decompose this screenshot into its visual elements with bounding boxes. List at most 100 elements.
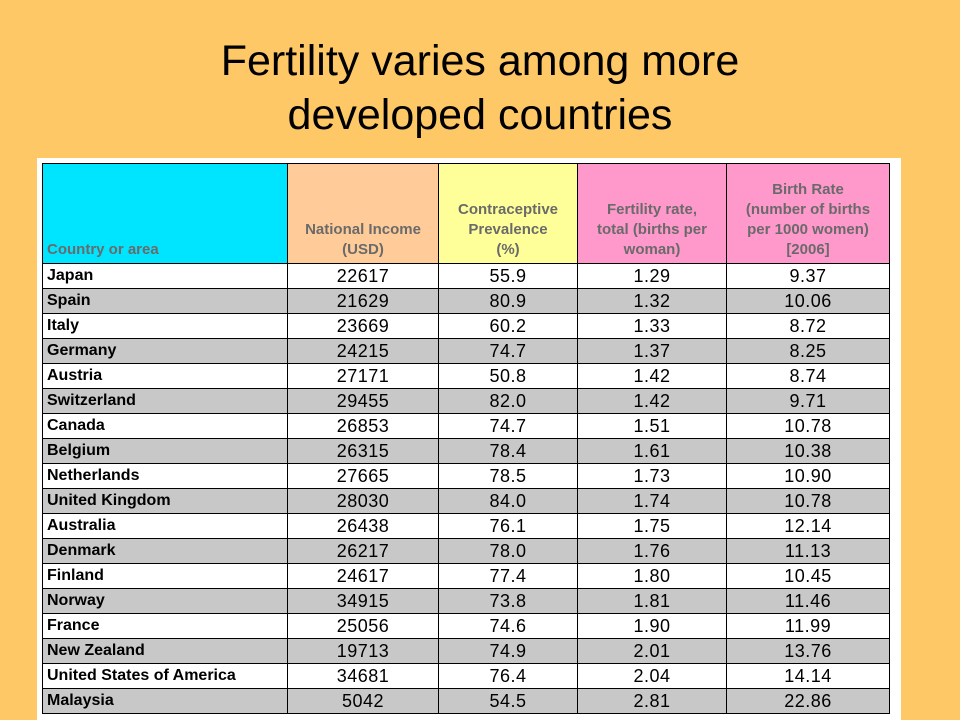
country-cell: Netherlands bbox=[42, 463, 288, 489]
fertility-rate-cell: 1.29 bbox=[577, 263, 727, 289]
table-row: Canada 26853 74.7 1.51 10.78 bbox=[42, 413, 890, 439]
fertility-rate-cell: 1.76 bbox=[577, 538, 727, 564]
header-national-income: National Income (USD) bbox=[287, 163, 439, 264]
table-row: Finland 24617 77.4 1.80 10.45 bbox=[42, 563, 890, 589]
header-contraceptive-prevalence-line: (%) bbox=[496, 241, 520, 258]
table-row: Australia 26438 76.1 1.75 12.14 bbox=[42, 513, 890, 539]
contraceptive-prevalence-cell: 74.6 bbox=[438, 613, 578, 639]
national-income-cell: 24215 bbox=[287, 338, 439, 364]
national-income-cell: 26438 bbox=[287, 513, 439, 539]
fertility-rate-cell: 2.81 bbox=[577, 688, 727, 714]
birth-rate-cell: 10.38 bbox=[726, 438, 890, 464]
header-national-income-line: (USD) bbox=[342, 241, 384, 258]
national-income-cell: 24617 bbox=[287, 563, 439, 589]
national-income-cell: 26315 bbox=[287, 438, 439, 464]
header-birth-rate: Birth Rate (number of births per 1000 wome… bbox=[726, 163, 890, 264]
contraceptive-prevalence-cell: 74.7 bbox=[438, 413, 578, 439]
country-cell: United Kingdom bbox=[42, 488, 288, 514]
fertility-rate-cell: 2.04 bbox=[577, 663, 727, 689]
table-row: Netherlands 27665 78.5 1.73 10.90 bbox=[42, 463, 890, 489]
national-income-cell: 28030 bbox=[287, 488, 439, 514]
header-birth-rate-line: Birth Rate bbox=[772, 181, 844, 198]
fertility-rate-cell: 1.42 bbox=[577, 363, 727, 389]
national-income-cell: 23669 bbox=[287, 313, 439, 339]
national-income-cell: 26853 bbox=[287, 413, 439, 439]
contraceptive-prevalence-cell: 84.0 bbox=[438, 488, 578, 514]
contraceptive-prevalence-cell: 78.0 bbox=[438, 538, 578, 564]
contraceptive-prevalence-cell: 73.8 bbox=[438, 588, 578, 614]
birth-rate-cell: 8.72 bbox=[726, 313, 890, 339]
birth-rate-cell: 10.90 bbox=[726, 463, 890, 489]
table-row: Japan 22617 55.9 1.29 9.37 bbox=[42, 263, 890, 289]
birth-rate-cell: 10.78 bbox=[726, 413, 890, 439]
table-header-row: Country or area National Income (USD) Contr… bbox=[42, 163, 890, 264]
national-income-cell: 34681 bbox=[287, 663, 439, 689]
table-row: France 25056 74.6 1.90 11.99 bbox=[42, 613, 890, 639]
country-cell: Spain bbox=[42, 288, 288, 314]
header-fertility-rate-line: woman) bbox=[623, 241, 681, 258]
national-income-cell: 25056 bbox=[287, 613, 439, 639]
header-birth-rate-line: (number of births bbox=[745, 201, 871, 218]
birth-rate-cell: 8.74 bbox=[726, 363, 890, 389]
header-birth-rate-line: [2006] bbox=[786, 241, 830, 258]
fertility-rate-cell: 1.90 bbox=[577, 613, 727, 639]
country-cell: Australia bbox=[42, 513, 288, 539]
fertility-rate-cell: 1.74 bbox=[577, 488, 727, 514]
slide-title: Fertility varies among more developed co… bbox=[0, 34, 960, 142]
table-row: Denmark 26217 78.0 1.76 11.13 bbox=[42, 538, 890, 564]
table-row: Switzerland 29455 82.0 1.42 9.71 bbox=[42, 388, 890, 414]
contraceptive-prevalence-cell: 76.4 bbox=[438, 663, 578, 689]
national-income-cell: 22617 bbox=[287, 263, 439, 289]
country-cell: Germany bbox=[42, 338, 288, 364]
birth-rate-cell: 11.99 bbox=[726, 613, 890, 639]
header-national-income-line: National Income bbox=[305, 221, 421, 238]
header-country: Country or area bbox=[42, 163, 288, 264]
contraceptive-prevalence-cell: 78.5 bbox=[438, 463, 578, 489]
header-contraceptive-prevalence-line: Contraceptive bbox=[457, 201, 559, 218]
fertility-table: Country or area National Income (USD) Contr… bbox=[42, 163, 890, 714]
birth-rate-cell: 22.86 bbox=[726, 688, 890, 714]
contraceptive-prevalence-cell: 60.2 bbox=[438, 313, 578, 339]
birth-rate-cell: 11.46 bbox=[726, 588, 890, 614]
slide-title-line-1: Fertility varies among more bbox=[220, 37, 740, 85]
fertility-rate-cell: 1.80 bbox=[577, 563, 727, 589]
contraceptive-prevalence-cell: 55.9 bbox=[438, 263, 578, 289]
birth-rate-cell: 12.14 bbox=[726, 513, 890, 539]
national-income-cell: 26217 bbox=[287, 538, 439, 564]
contraceptive-prevalence-cell: 82.0 bbox=[438, 388, 578, 414]
table-row: United States of America 34681 76.4 2.04 14.… bbox=[42, 663, 890, 689]
country-cell: Italy bbox=[42, 313, 288, 339]
national-income-cell: 34915 bbox=[287, 588, 439, 614]
table-row: Belgium 26315 78.4 1.61 10.38 bbox=[42, 438, 890, 464]
birth-rate-cell: 11.13 bbox=[726, 538, 890, 564]
fertility-rate-cell: 1.61 bbox=[577, 438, 727, 464]
table-body: Japan 22617 55.9 1.29 9.37 Spain 21629 80.9 1.32… bbox=[42, 263, 890, 714]
national-income-cell: 27171 bbox=[287, 363, 439, 389]
national-income-cell: 19713 bbox=[287, 638, 439, 664]
birth-rate-cell: 14.14 bbox=[726, 663, 890, 689]
fertility-rate-cell: 1.81 bbox=[577, 588, 727, 614]
header-fertility-rate: Fertility rate, total (births per woman) bbox=[577, 163, 727, 264]
contraceptive-prevalence-cell: 54.5 bbox=[438, 688, 578, 714]
table-row: New Zealand 19713 74.9 2.01 13.76 bbox=[42, 638, 890, 664]
contraceptive-prevalence-cell: 76.1 bbox=[438, 513, 578, 539]
country-cell: Austria bbox=[42, 363, 288, 389]
birth-rate-cell: 9.37 bbox=[726, 263, 890, 289]
country-cell: Canada bbox=[42, 413, 288, 439]
country-cell: United States of America bbox=[42, 663, 288, 689]
country-cell: Denmark bbox=[42, 538, 288, 564]
birth-rate-cell: 8.25 bbox=[726, 338, 890, 364]
table-row: Austria 27171 50.8 1.42 8.74 bbox=[42, 363, 890, 389]
country-cell: New Zealand bbox=[42, 638, 288, 664]
table-row: Norway 34915 73.8 1.81 11.46 bbox=[42, 588, 890, 614]
header-country-line: Country or area bbox=[47, 241, 159, 258]
table-row: Germany 24215 74.7 1.37 8.25 bbox=[42, 338, 890, 364]
fertility-rate-cell: 1.51 bbox=[577, 413, 727, 439]
header-contraceptive-prevalence: Contraceptive Prevalence (%) bbox=[438, 163, 578, 264]
country-cell: France bbox=[42, 613, 288, 639]
fertility-rate-cell: 1.37 bbox=[577, 338, 727, 364]
slide-title-line-2: developed countries bbox=[287, 91, 673, 139]
table-row: United Kingdom 28030 84.0 1.74 10.78 bbox=[42, 488, 890, 514]
fertility-table-frame: Country or area National Income (USD) Contr… bbox=[37, 158, 901, 720]
birth-rate-cell: 10.06 bbox=[726, 288, 890, 314]
